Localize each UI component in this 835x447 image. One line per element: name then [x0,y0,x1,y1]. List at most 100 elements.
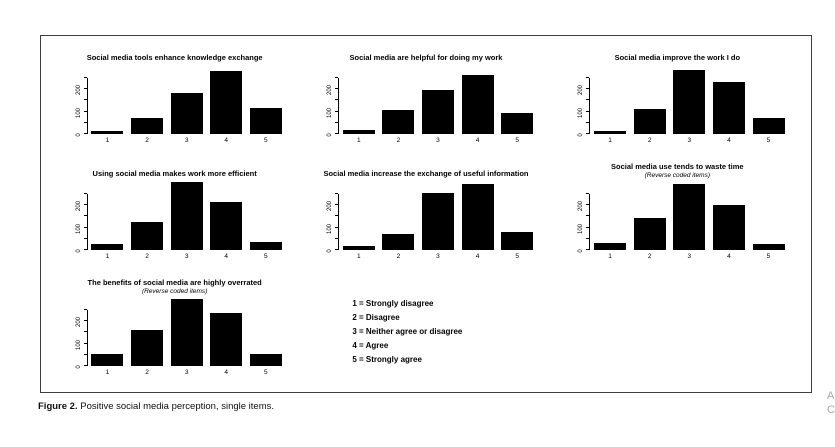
y-tick [586,133,590,134]
chart-cell: Social media tools enhance knowledge exc… [49,40,300,156]
plot-area: 0 100 200 [327,65,537,137]
x-tick-label: 5 [766,253,771,260]
bar [342,245,375,250]
x-tick-label: 4 [727,253,731,260]
bar [249,353,282,366]
y-tick [586,77,590,78]
x-tick-label: 1 [105,253,110,260]
y-tick [83,342,87,344]
bar [91,244,124,250]
chart-header: Social media improve the work I do [562,45,792,63]
bar [712,205,745,250]
chart-title: Social media improve the work I do [614,53,741,63]
x-tick-label: 3 [687,137,692,144]
legend-line: 3 = Neither agree or disagree [352,327,463,336]
x-tick-label: 4 [224,369,229,376]
y-tick [83,121,87,123]
y-tick [586,99,590,101]
bar [249,108,282,134]
x-tick-label: 3 [184,137,189,144]
x-axis-labels: 1 2 3 4 5 [88,134,286,144]
bar [594,243,627,250]
y-tick-label: 0 [326,133,333,137]
y-tick [334,99,338,101]
chart-cell: Social media increase the exchange of us… [300,156,551,272]
y-tick-label: 100 [75,339,82,350]
figure-caption-text: Positive social media perception, single… [77,401,275,412]
y-axis [589,78,591,134]
x-tick-label: 2 [145,369,149,376]
y-tick [334,77,338,78]
plot-area: 0 100 200 [76,297,286,369]
bar [633,217,666,250]
bar [210,313,243,366]
legend-line: 4 = Agree [352,341,389,350]
chart-title: Social media increase the exchange of us… [323,169,529,179]
y-tick [83,133,87,134]
legend-line: 5 = Strongly agree [352,355,422,364]
chart-header: Social media increase the exchange of us… [311,161,541,179]
chart-cell: The benefits of social media are highly … [49,272,300,388]
y-tick-label: 100 [75,107,82,118]
bar [633,109,666,134]
bar [594,131,627,134]
chart-cell: Social media use tends to waste time (Rev… [552,156,803,272]
x-tick-label: 3 [184,253,189,260]
y-tick [83,353,87,355]
figure-caption-label: Figure 2. [38,401,78,412]
chart-cell: Using social media makes work more effic… [49,156,300,272]
y-tick-label: 0 [326,249,333,253]
y-tick-label: 200 [75,85,82,96]
y-tick-label: 200 [326,201,333,212]
bar [131,118,164,134]
bar [91,130,124,134]
bar [210,201,243,250]
bar-chart-more-efficient: Using social media makes work more effic… [60,156,290,260]
bar [461,74,494,134]
y-axis [86,194,88,250]
y-tick [334,215,338,217]
bar-chart-improve-work: Social media improve the work I do 0 100 20… [562,40,792,144]
y-tick [83,249,87,250]
chart-title: Social media are helpful for doing my wo… [349,53,503,63]
y-tick [334,237,338,239]
bar [421,192,454,250]
y-tick-label: 0 [578,249,585,253]
y-tick-label: 200 [578,201,585,212]
y-tick [83,88,87,90]
y-tick [83,99,87,101]
y-tick [83,215,87,217]
bar [170,181,203,250]
x-tick-label: 5 [264,253,268,260]
y-tick [586,193,590,194]
x-tick-label: 2 [145,137,149,144]
chart-title: Using social media makes work more effic… [92,169,257,179]
x-tick-label: 3 [436,137,440,144]
y-tick [334,121,338,123]
y-tick [83,204,87,206]
likert-scale-legend: 1 = Strongly disagree 2 = Disagree 3 = N… [300,272,551,388]
bar-chart-highly-overrated: The benefits of social media are highly … [60,272,290,376]
bar [170,92,203,134]
bar [673,183,706,250]
y-tick [83,365,87,366]
chart-header: Social media are helpful for doing my wo… [311,45,541,63]
bar [131,330,164,366]
x-tick-label: 5 [264,369,268,376]
y-tick [586,249,590,250]
bar [342,129,375,134]
y-tick [334,204,338,206]
x-tick-label: 5 [766,137,771,144]
bar [752,243,785,250]
y-tick [334,193,338,194]
chart-title: Social media tools enhance knowledge exc… [86,53,263,63]
plot-area: 0 100 200 [578,181,788,253]
x-axis-labels: 1 2 3 4 5 [88,366,286,376]
y-tick [586,121,590,123]
y-tick-label: 100 [75,223,82,234]
y-tick [83,77,87,78]
y-axis [589,194,591,250]
y-tick-label: 0 [75,133,82,137]
y-tick-label: 200 [75,201,82,212]
page-edge-fragment: A [827,390,835,402]
